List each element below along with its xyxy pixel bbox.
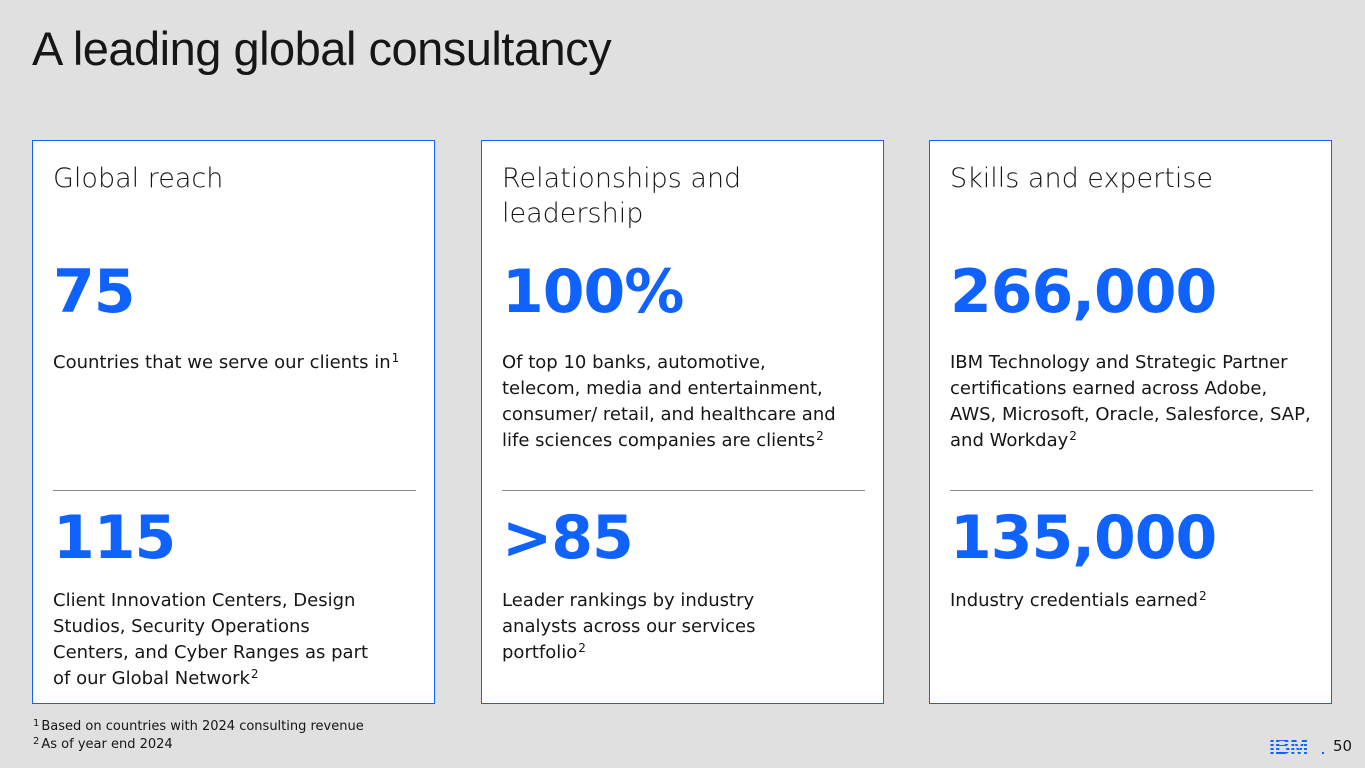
- stat-description: Of top 10 banks, automotive, telecom, me…: [502, 350, 847, 454]
- stat-description-text: Client Innovation Centers, Design Studio…: [53, 590, 369, 689]
- stat-description-text: Countries that we serve our clients in: [53, 352, 391, 373]
- card-divider: [950, 490, 1313, 491]
- stat-description: Client Innovation Centers, Design Studio…: [53, 588, 383, 692]
- card-divider: [53, 490, 416, 491]
- page-number: 50: [1333, 737, 1353, 755]
- footnote-marker: 1: [33, 718, 40, 729]
- footnote: 2 As of year end 2024: [33, 736, 364, 754]
- footnote-marker: 2: [1069, 429, 1077, 443]
- stat-description: Countries that we serve our clients in1: [53, 350, 423, 376]
- footnote: 1 Based on countries with 2024 consulting…: [33, 718, 364, 736]
- footnote-marker: 2: [816, 429, 824, 443]
- stat-description: IBM Technology and Strategic Partner cer…: [950, 350, 1318, 454]
- footnotes: 1 Based on countries with 2024 consulting…: [33, 718, 364, 754]
- stat-description-text: Leader rankings by industry analysts acr…: [502, 590, 756, 663]
- footnote-text: As of year end 2024: [41, 737, 173, 752]
- card-heading: Global reach: [53, 163, 224, 194]
- slide-title: A leading global consultancy: [32, 22, 612, 75]
- card-skills-expertise: Skills and expertise 266,000 IBM Technol…: [929, 140, 1332, 704]
- stat-certifications: 266,000: [950, 257, 1217, 327]
- stat-description: Industry credentials earned2: [950, 588, 1320, 614]
- card-divider: [502, 490, 865, 491]
- card-global-reach: Global reach 75 Countries that we serve …: [32, 140, 435, 704]
- footnote-marker: 2: [250, 667, 259, 681]
- stat-innovation-centers: 115: [53, 503, 176, 573]
- card-relationships-leadership: Relationships and leadership 100% Of top…: [481, 140, 884, 704]
- footnote-marker: 2: [578, 641, 586, 655]
- stat-description-text: IBM Technology and Strategic Partner cer…: [950, 352, 1311, 451]
- card-heading: Relationships and leadership: [502, 163, 742, 229]
- footnote-marker: 2: [1198, 589, 1207, 603]
- stat-description-text: Of top 10 banks, automotive, telecom, me…: [502, 352, 836, 451]
- card-heading: Skills and expertise: [950, 163, 1214, 194]
- footnote-marker: 1: [391, 351, 400, 365]
- ibm-logo-text: IBM: [1269, 735, 1308, 757]
- footnote-marker: 2: [33, 736, 40, 747]
- stat-leader-rankings: >85: [502, 503, 634, 573]
- stat-industry-credentials: 135,000: [950, 503, 1217, 573]
- stat-countries: 75: [53, 257, 135, 327]
- stat-description-text: Industry credentials earned: [950, 590, 1198, 611]
- stat-description: Leader rankings by industry analysts acr…: [502, 588, 832, 666]
- stat-top-companies: 100%: [502, 257, 684, 327]
- footnote-text: Based on countries with 2024 consulting …: [41, 719, 364, 734]
- ibm-logo: IBM: [1269, 735, 1324, 757]
